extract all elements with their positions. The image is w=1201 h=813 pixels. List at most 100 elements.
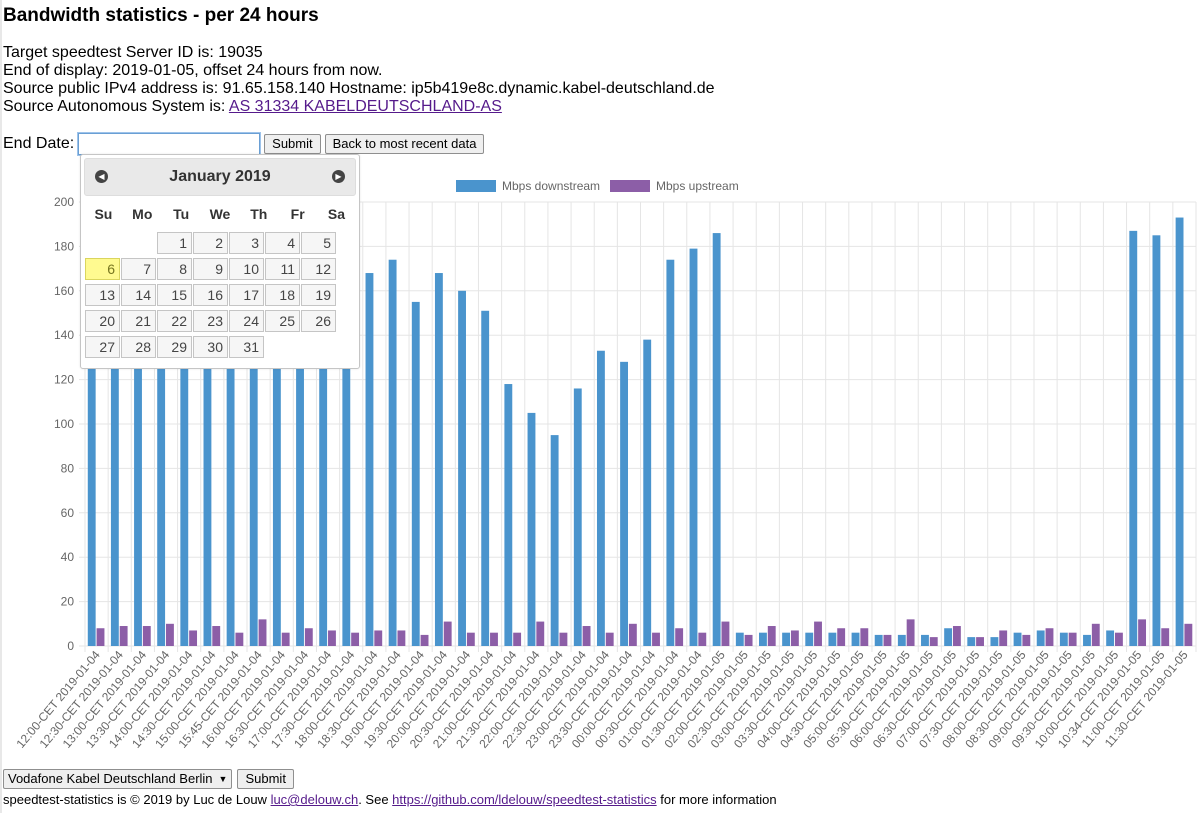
bar-downstream <box>990 637 999 646</box>
bar-upstream <box>1068 632 1077 646</box>
next-month-icon[interactable]: ▶ <box>332 170 345 183</box>
bar-upstream <box>559 632 568 646</box>
day-cell-19[interactable]: 19 <box>301 284 336 306</box>
day-cell-24[interactable]: 24 <box>229 310 264 332</box>
day-cell-10[interactable]: 10 <box>229 258 264 280</box>
bar-upstream <box>1022 634 1031 646</box>
day-cell-30[interactable]: 30 <box>193 336 228 358</box>
day-cell-20[interactable]: 20 <box>85 310 120 332</box>
bar-downstream <box>1059 632 1068 646</box>
day-cell-23[interactable]: 23 <box>193 310 228 332</box>
server-submit-button[interactable]: Submit <box>237 769 294 789</box>
day-cell-9[interactable]: 9 <box>193 258 228 280</box>
day-cell-8[interactable]: 8 <box>157 258 192 280</box>
day-cell-15[interactable]: 15 <box>157 284 192 306</box>
left-border-strip <box>0 0 2 813</box>
weekday-label: Mo <box>132 206 153 222</box>
server-select[interactable]: Vodafone Kabel Deutschland Berlin ▼ <box>3 769 233 789</box>
y-tick-label: 140 <box>54 328 74 342</box>
bar-downstream <box>527 412 536 646</box>
bar-downstream <box>365 273 374 646</box>
bar-upstream <box>675 628 684 646</box>
bar-upstream <box>652 632 660 646</box>
day-cell-29[interactable]: 29 <box>157 336 192 358</box>
bar-upstream <box>490 632 498 646</box>
y-tick-label: 160 <box>54 284 74 298</box>
footer-text-middle: . See <box>358 792 393 807</box>
day-cell-21[interactable]: 21 <box>121 310 156 332</box>
bar-upstream <box>906 619 915 646</box>
as-prefix: Source Autonomous System is: <box>3 98 229 115</box>
bar-downstream <box>458 290 466 646</box>
end-date-input[interactable] <box>77 132 262 156</box>
day-cell-3[interactable]: 3 <box>229 232 264 254</box>
day-cell-11[interactable]: 11 <box>265 258 300 280</box>
day-cell-26[interactable]: 26 <box>301 310 336 332</box>
bar-downstream <box>897 634 906 646</box>
day-cell-14[interactable]: 14 <box>121 284 156 306</box>
day-cell-2[interactable]: 2 <box>193 232 228 254</box>
bar-downstream <box>828 632 837 646</box>
bar-downstream <box>87 290 96 646</box>
day-cell-7[interactable]: 7 <box>121 258 156 280</box>
day-cell-25[interactable]: 25 <box>265 310 300 332</box>
bar-downstream <box>596 350 605 646</box>
bar-downstream <box>1152 235 1161 647</box>
prev-month-icon[interactable]: ◀ <box>95 170 108 183</box>
bar-downstream <box>967 637 976 646</box>
bar-downstream <box>735 632 744 646</box>
footer-github-link[interactable]: https://github.com/ldelouw/speedtest-sta… <box>392 792 657 807</box>
bar-downstream <box>1013 632 1022 646</box>
bar-upstream <box>235 632 244 646</box>
bar-upstream <box>721 621 730 646</box>
footer: speedtest-statistics is © 2019 by Luc de… <box>3 792 777 807</box>
day-cell-18[interactable]: 18 <box>265 284 300 306</box>
datepicker-header: ◀ January 2019 ▶ <box>84 158 356 196</box>
day-cell-4[interactable]: 4 <box>265 232 300 254</box>
bar-downstream <box>782 632 791 646</box>
bar-downstream <box>157 279 166 646</box>
bar-downstream <box>434 273 443 646</box>
day-cell-28[interactable]: 28 <box>121 336 156 358</box>
bar-downstream <box>944 628 953 646</box>
as-link[interactable]: AS 31334 KABELDEUTSCHLAND-AS <box>228 98 502 115</box>
day-cell-1[interactable]: 1 <box>157 232 192 254</box>
bar-upstream <box>536 621 545 646</box>
weekday-label: We <box>209 206 231 222</box>
bar-upstream <box>1138 619 1147 646</box>
y-tick-label: 80 <box>61 461 75 475</box>
legend-swatch <box>610 180 650 192</box>
day-cell-6[interactable]: 6 <box>85 258 120 280</box>
back-to-recent-button[interactable]: Back to most recent data <box>324 134 485 154</box>
day-cell-31[interactable]: 31 <box>229 336 264 358</box>
y-tick-label: 180 <box>54 239 74 253</box>
day-cell-13[interactable]: 13 <box>85 284 120 306</box>
bar-upstream <box>281 632 290 646</box>
bar-upstream <box>1161 628 1170 646</box>
footer-email-link[interactable]: luc@delouw.ch <box>270 792 359 807</box>
bar-upstream <box>142 626 151 646</box>
y-tick-label: 40 <box>61 550 75 564</box>
bar-upstream <box>1045 628 1054 646</box>
footer-text-after: for more information <box>656 792 777 807</box>
day-cell-27[interactable]: 27 <box>85 336 120 358</box>
day-cell-22[interactable]: 22 <box>157 310 192 332</box>
bar-upstream <box>96 628 105 646</box>
bar-downstream <box>1129 230 1138 647</box>
bar-downstream <box>689 248 698 646</box>
submit-button[interactable]: Submit <box>264 134 321 154</box>
page-title: Bandwidth statistics - per 24 hours <box>3 5 319 26</box>
weekday-header-row: Su Mo Tu We Th Fr Sa <box>84 206 356 222</box>
day-cell-12[interactable]: 12 <box>301 258 336 280</box>
bar-downstream <box>1083 634 1091 646</box>
day-cell-5[interactable]: 5 <box>301 232 336 254</box>
weekday-label: Tu <box>173 206 190 222</box>
bar-upstream <box>119 626 128 646</box>
day-cell-16[interactable]: 16 <box>193 284 228 306</box>
bar-downstream <box>411 301 420 646</box>
legend-label: Mbps upstream <box>656 179 739 193</box>
weekday-label: Th <box>250 206 268 222</box>
bar-upstream <box>443 621 452 646</box>
day-cell-17[interactable]: 17 <box>229 284 264 306</box>
